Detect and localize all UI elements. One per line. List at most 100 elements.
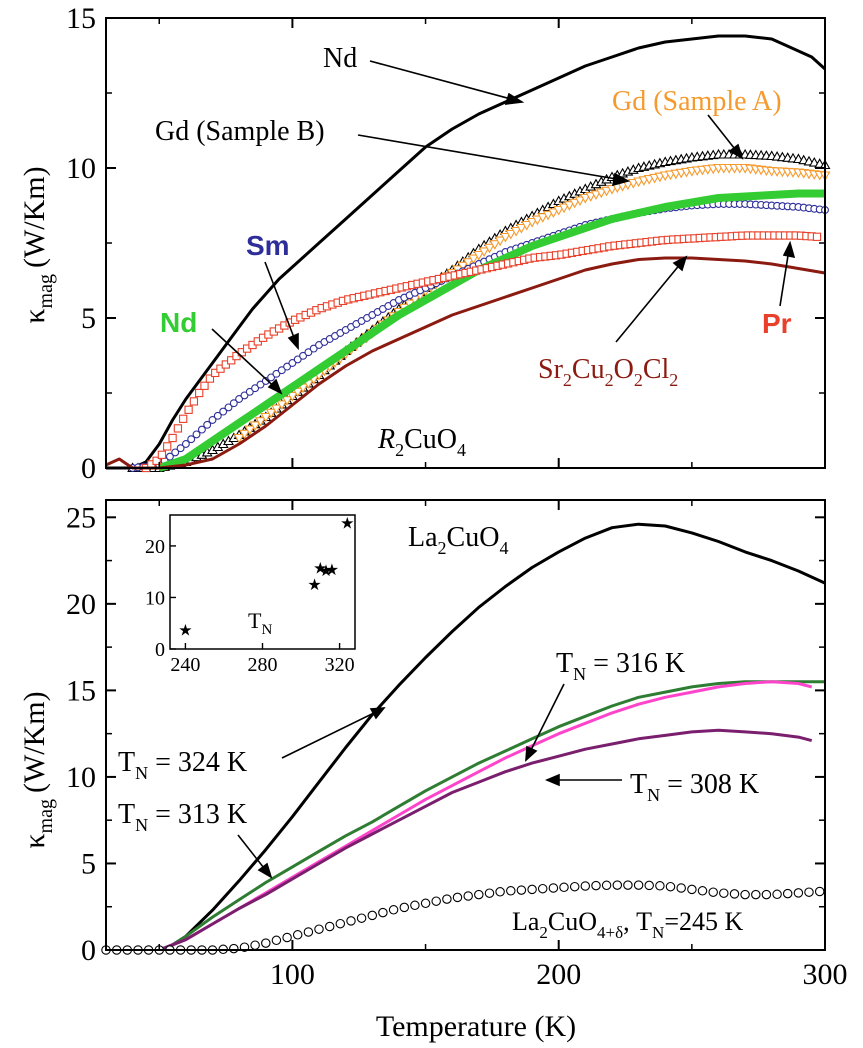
label-tn-313: TN = 313 K bbox=[118, 799, 247, 835]
top-series-5-pr-marker-11 bbox=[200, 381, 209, 390]
top-series-2-gd-sample-a-marker-4 bbox=[255, 417, 266, 427]
bottom-series-4-la2cuo4-tn-245-k-marker-39 bbox=[516, 885, 527, 895]
arrow-tn-324 bbox=[281, 707, 385, 759]
bottom-series-4-la2cuo4-tn-245-k-marker-15 bbox=[261, 938, 271, 948]
bottom-series-4-la2cuo4-tn-245-k-marker-57 bbox=[708, 887, 718, 897]
bottom-series-4-la2cuo4-tn-245-k-marker-59 bbox=[729, 889, 740, 899]
bottom-series-1-tn-316-k-line bbox=[158, 680, 825, 952]
top-series-5-pr-marker-126 bbox=[812, 232, 822, 241]
top-series-2-gd-sample-a-marker-54 bbox=[521, 220, 533, 231]
top-series-2-gd-sample-a-marker-47 bbox=[484, 243, 495, 254]
arrow-tn-308-head bbox=[544, 773, 560, 787]
top-series-6-sr2cu2o2cl2 bbox=[105, 256, 826, 470]
top-series-3-sm-marker-18 bbox=[224, 403, 233, 412]
tn308-sub: N bbox=[647, 785, 660, 805]
top-series-2-gd-sample-a-marker-45 bbox=[473, 250, 485, 261]
tn316-sub: N bbox=[573, 664, 586, 684]
inset-point-2: ★ bbox=[313, 561, 327, 578]
top-series-2-gd-sample-a-marker-56 bbox=[531, 215, 543, 226]
bottom-series-4-la2cuo4-tn-245-k-marker-62 bbox=[761, 889, 772, 900]
top-series-3-sm-marker-8 bbox=[171, 448, 180, 457]
top-series-3-sm-marker-10 bbox=[181, 440, 190, 448]
top-series-2-gd-sample-a-marker-65 bbox=[579, 193, 591, 204]
bottom-series-4-la2cuo4-tn-245-k-marker-41 bbox=[537, 883, 548, 894]
bottom-series-4-la2cuo4-tn-245-k-marker-36 bbox=[484, 888, 495, 898]
bottom-panel-frame bbox=[105, 499, 826, 951]
inset-point-4: ★ bbox=[325, 562, 339, 579]
top-series-5-pr-marker-8 bbox=[184, 405, 193, 414]
arrow-tn-313-head bbox=[257, 862, 273, 879]
bottom-series-4-la2cuo4-tn-245-k-marker-49 bbox=[623, 880, 633, 890]
bottom-ylabel: κmag (W/Km) bbox=[18, 691, 57, 848]
top-series-0-nd bbox=[106, 34, 827, 470]
top-series-5-pr-marker-6 bbox=[173, 424, 183, 433]
bottom-series-3-tn-308-k bbox=[158, 728, 813, 952]
top-series-2-gd-sample-a-marker-68 bbox=[595, 188, 607, 199]
lad-sub: 2 bbox=[539, 923, 548, 942]
bottom-series-4-la2cuo4-tn-245-k-marker-31 bbox=[431, 896, 441, 906]
top-series-3-sm-marker-30 bbox=[288, 359, 297, 367]
r-sub: 2 bbox=[395, 440, 404, 460]
bottom-series-4-la2cuo4-tn-245-k-marker-66 bbox=[804, 887, 814, 897]
top-series-2-gd-sample-a-marker-59 bbox=[547, 208, 559, 219]
top-series-2-gd-sample-a-marker-44 bbox=[468, 254, 479, 265]
bottom-series-4-la2cuo4-tn-245-k-marker-33 bbox=[452, 892, 463, 903]
inset-point-1: ★ bbox=[307, 577, 321, 594]
lad-tail: , T bbox=[623, 907, 652, 936]
top-series-3-sm-marker-15 bbox=[208, 416, 217, 424]
cl-sub: 2 bbox=[669, 370, 678, 390]
bottom-series-4-la2cuo4-tn-245-k-marker-23 bbox=[346, 916, 356, 926]
top-series-5-pr-marker-12 bbox=[205, 374, 215, 383]
bottom-series-4-la2cuo4-tn-245-k-marker-21 bbox=[324, 921, 335, 932]
top-series-2-gd-sample-a-marker-57 bbox=[537, 213, 549, 223]
top-series-3-sm-marker-24 bbox=[256, 380, 265, 389]
annotation-r2cuo4: R2CuO4 bbox=[377, 424, 466, 460]
top-series-2-gd-sample-a-marker-52 bbox=[510, 226, 522, 237]
bottom-series-4-la2cuo4-tn-245-k-marker-26 bbox=[378, 907, 388, 918]
top-series-5-pr-marker-15 bbox=[221, 360, 230, 369]
label-tn-316: TN = 316 K bbox=[556, 648, 685, 684]
top-series-0-nd-line bbox=[106, 34, 827, 470]
top-series-5-pr-marker-14 bbox=[216, 364, 225, 373]
bottom-xtick-label-1: 200 bbox=[536, 958, 581, 991]
top-series-5-pr-marker-3 bbox=[157, 450, 167, 459]
bottom-series-4-la2cuo4-tn-245-k-marker-56 bbox=[697, 886, 708, 896]
o-part: O bbox=[614, 354, 634, 385]
top-series-2-gd-sample-a-marker-42 bbox=[457, 261, 469, 272]
top-panel: 0 5 10 15 κmag (W/Km) Nd Gd (Sample B) Gd (S… bbox=[18, 2, 831, 485]
top-series-2-gd-sample-a-marker-50 bbox=[499, 232, 511, 243]
top-series-3-sm-marker-32 bbox=[299, 351, 308, 360]
bottom-series-0-tn-324-k bbox=[158, 522, 826, 952]
tn313-sub: N bbox=[135, 815, 148, 835]
inset-xtick-label-2: 320 bbox=[325, 654, 355, 676]
r-italic: R bbox=[377, 424, 395, 455]
label-pr: Pr bbox=[762, 308, 792, 339]
bottom-ytick-label-3: 15 bbox=[66, 674, 96, 707]
top-ylabel-sub: mag bbox=[35, 274, 57, 308]
bottom-series-4-la2cuo4-tn-245-k-marker-24 bbox=[356, 913, 367, 923]
tn324-sub: N bbox=[135, 763, 148, 783]
bottom-series-4-la2cuo4-tn-245-k-marker-40 bbox=[527, 884, 537, 895]
top-series-5-pr-marker-4 bbox=[163, 442, 172, 451]
label-gd-sample-a: Gd (Sample A) bbox=[612, 86, 782, 117]
bottom-series-1-tn-316-k bbox=[158, 680, 825, 952]
top-series-3-sm-marker-19 bbox=[229, 399, 238, 408]
top-series-2-gd-sample-a-marker-10 bbox=[286, 391, 298, 402]
tn308-rest: = 308 K bbox=[660, 769, 759, 800]
bottom-series-4-la2cuo4-tn-245-k-marker-19 bbox=[303, 927, 314, 937]
top-ylabel-kappa: κ bbox=[18, 308, 51, 323]
top-series-2-gd-sample-a-marker-9 bbox=[281, 396, 293, 406]
bottom-ylabel-kappa: κ bbox=[18, 833, 51, 848]
top-series-3-sm-marker-33 bbox=[304, 348, 313, 357]
bottom-ylabel-unit: (W/Km) bbox=[18, 691, 51, 793]
arrow-gd-a-head bbox=[728, 143, 744, 160]
top-series-2-gd-sample-a-marker-11 bbox=[292, 387, 304, 398]
top-series-2-gd-sample-a-marker-43 bbox=[462, 258, 474, 268]
bottom-series-4-la2cuo4-tn-245-k-marker-44 bbox=[569, 881, 580, 892]
top-series-5-pr-marker-16 bbox=[227, 356, 236, 365]
bottom-series-4-la2cuo4-tn-245-k-marker-34 bbox=[463, 891, 473, 901]
top-series-3-sm-marker-34 bbox=[309, 344, 318, 353]
cu-part: Cu bbox=[572, 354, 605, 385]
la-cuo: CuO bbox=[447, 522, 500, 553]
